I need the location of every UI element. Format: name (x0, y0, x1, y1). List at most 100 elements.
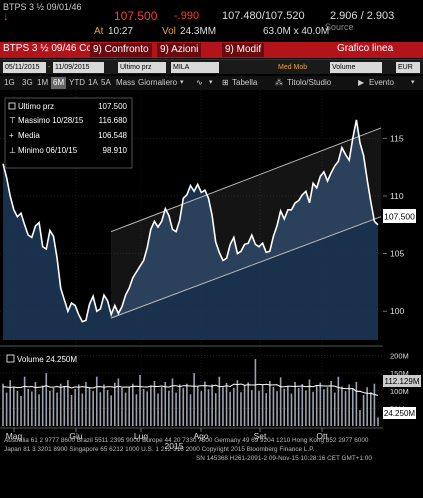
table-icon[interactable]: ⊞ (222, 78, 229, 87)
legend-avg-label: Media (18, 131, 40, 140)
volume-last-badge-box (383, 407, 416, 419)
volume-tick-label: 200M (390, 352, 409, 361)
period-1a[interactable]: 1A (88, 78, 98, 87)
last-price-badge: 107.500 (383, 209, 416, 223)
price-tick-label: 110 (390, 191, 404, 201)
azioni-button[interactable]: 9) Azioni (157, 43, 202, 57)
field-bar: 05/11/2015 - 11/09/2015 Ultimo prz MILA … (0, 59, 423, 74)
chart-dropdown-icon[interactable]: ▾ (209, 79, 213, 86)
function-bar: BTPS 3 ½ 09/46 Cor 9) Confronto 9) Azion… (0, 42, 423, 58)
volume-average-line (2, 383, 379, 396)
chart-type-label[interactable]: Grafico linea (337, 43, 394, 54)
x-tick-label: Lug (134, 431, 148, 441)
yields: 2.906 / 2.903 (330, 10, 395, 22)
event-dropdown-icon[interactable]: ▾ (411, 79, 415, 86)
date-from-field[interactable]: 05/11/2015 (3, 62, 46, 73)
period-1g[interactable]: 1G (4, 78, 15, 87)
x-tick-label: Ott (316, 431, 328, 441)
volume-avg-badge: 112.129M (383, 375, 421, 387)
last-price-swatch-icon (8, 102, 16, 110)
currency-field[interactable]: EUR (396, 62, 420, 73)
volume-tick-label: 150M (390, 369, 409, 378)
security-short[interactable]: BTPS 3 ½ 09/46 Cor (3, 43, 96, 54)
event-button[interactable]: Evento (369, 78, 394, 87)
volume-avg-badge-text: 112.129M (385, 377, 420, 386)
frequency-dropdown-icon[interactable]: ▾ (180, 79, 184, 86)
price-field-select[interactable]: Ultimo prz (118, 62, 166, 73)
x-tick-label: Mag (6, 431, 23, 441)
bid-ask: 107.480/107.520 (222, 10, 305, 22)
legend-min-label: Minimo 06/10/15 (18, 146, 78, 155)
legend-last-value: 107.500 (98, 102, 127, 111)
footer-line-2: Japan 81 3 3201 8900 Singapore 65 6212 1… (4, 446, 315, 453)
period-5a[interactable]: 5A (101, 78, 111, 87)
volume-value: 24.3MM (180, 26, 217, 37)
legend-avg-value: 106.548 (98, 131, 127, 140)
x-axis-labels: Mag Giu Lug Ago Set Ott 2015 (6, 428, 328, 451)
volume-legend-text: Volume 24.250M (17, 355, 77, 364)
period-max[interactable]: Mass (116, 78, 136, 87)
x-tick-label: Giu (69, 431, 83, 441)
volume-legend: Volume 24.250M (6, 354, 77, 364)
study-icon[interactable]: ⁂ (275, 78, 283, 87)
price-change: -.990 (174, 10, 200, 22)
legend-max-value: 116.680 (99, 116, 128, 125)
date-to-field[interactable]: 11/09/2015 (53, 62, 104, 73)
channel-fill (111, 127, 381, 319)
modif-button[interactable]: 9) Modif (222, 43, 265, 57)
price-chart[interactable]: 100 105 110 115 Ultimo prz 107.500 ⊤ Massim… (0, 90, 423, 452)
period-ytd[interactable]: YTD (69, 78, 85, 87)
price-line[interactable] (2, 119, 379, 323)
volume-last-badge-text: 24.250M (384, 409, 415, 418)
volume-bars[interactable] (2, 359, 379, 426)
max-marker-icon: ⊤ (9, 116, 16, 125)
bid-ask-size: 63.0M x 40.0M (263, 26, 330, 37)
price-tick-label: 100 (390, 306, 404, 316)
period-1m[interactable]: 1M (37, 78, 49, 87)
footer-line-1: Australia 61 2 9777 8600 Brazil 5511 239… (4, 437, 369, 444)
confronto-button[interactable]: 9) Confronto (90, 43, 152, 57)
volume-tick-label: 100M (390, 387, 409, 396)
channel-lower-line (110, 216, 382, 319)
study-button[interactable]: Titolo/Studio (287, 78, 332, 87)
last-price: 107.500 (114, 9, 158, 23)
min-marker-icon: ⊥ (9, 146, 16, 155)
volume-field-select[interactable]: Volume (330, 62, 382, 73)
table-button[interactable]: Tabella (232, 78, 258, 87)
volume-last-badge: 24.250M (383, 407, 416, 419)
time-label: At (94, 26, 104, 37)
volume-swatch-icon (6, 354, 15, 363)
legend-min-value: 98.910 (103, 146, 128, 155)
line-chart-icon[interactable]: ∿ (196, 78, 203, 87)
volume-avg-badge-box (383, 375, 421, 387)
quote-header: BTPS 3 ½ 09/01/46 ↓ 107.500 -.990 107.48… (0, 0, 423, 42)
period-3g[interactable]: 3G (22, 78, 33, 87)
channel-upper-line (110, 127, 382, 233)
price-tick-label: 105 (390, 249, 404, 259)
x-year-label: 2015 (165, 441, 184, 451)
price-tick-label: 115 (390, 133, 404, 143)
legend-box (4, 97, 133, 169)
x-tick-label: Set (254, 431, 267, 441)
avg-marker-icon: + (9, 131, 14, 140)
period-6m[interactable]: 6M (51, 77, 67, 89)
last-price-badge-box (383, 209, 416, 223)
source-label: Source (325, 22, 354, 32)
price-direction-icon: ↓ (3, 9, 9, 23)
x-tick-label: Ago (193, 431, 208, 441)
legend-last-label: Ultimo prz (18, 102, 54, 111)
security-title: BTPS 3 ½ 09/01/46 (3, 2, 82, 12)
frequency-select[interactable]: Giornaliero (138, 78, 178, 87)
last-price-badge-text: 107.500 (384, 212, 415, 222)
date-separator-icon: - (48, 64, 51, 71)
price-legend: Ultimo prz 107.500 ⊤ Massimo 10/28/15 11… (4, 97, 133, 169)
time-value: 10:27 (108, 26, 134, 37)
event-icon[interactable]: ▶ (358, 78, 365, 87)
legend-max-label: Massimo 10/28/15 (18, 116, 84, 125)
source-field-select[interactable]: MILA (171, 62, 219, 73)
period-bar: 1G 3G 1M 6M YTD 1A 5A Mass Giornaliero ▾… (0, 76, 423, 90)
price-axis: 100 105 110 115 (383, 133, 404, 316)
footer-line-3: SN 145368 H261-2091-2 09-Nov-15 10:28:16… (196, 455, 372, 462)
moving-average-label: Med Mob (278, 64, 308, 71)
volume-label: Vol (162, 26, 176, 37)
